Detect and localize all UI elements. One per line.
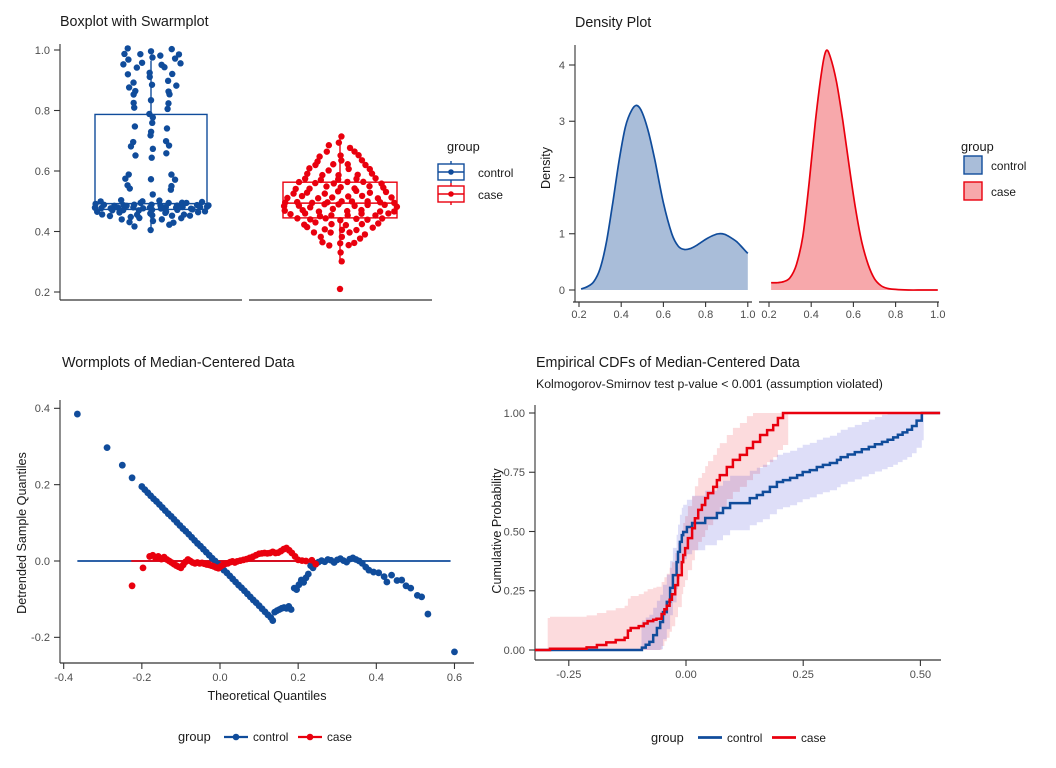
y-tick-label: 0 <box>559 285 565 297</box>
swarm-points-case <box>280 133 401 293</box>
y-tick-label: 0.00 <box>504 645 525 657</box>
legend-key-pointline-case <box>298 733 322 741</box>
x-tick-label: 0.00 <box>675 669 696 681</box>
y-tick-label: 0.2 <box>35 479 50 491</box>
x-tick-label: 0.50 <box>910 669 931 681</box>
y-tick-label: -0.2 <box>31 632 50 644</box>
legend-label-control: control <box>727 731 762 745</box>
panel-title: Boxplot with Swarmplot <box>60 14 209 30</box>
x-tick-label: 0.8 <box>698 309 713 321</box>
x-tick-label: 0.4 <box>369 672 384 684</box>
legend-label-control: control <box>991 159 1026 173</box>
panel-title: Empirical CDFs of Median-Centered Data <box>536 355 800 371</box>
y-tick-label: 0.6 <box>35 166 50 178</box>
y-tick-label: 1 <box>559 229 565 241</box>
x-tick-label: 0.8 <box>888 309 903 321</box>
x-tick-label: 0.6 <box>846 309 861 321</box>
ecdf-line-case <box>535 411 941 652</box>
x-tick-label: 0.2 <box>571 309 586 321</box>
y-tick-label: 0.4 <box>35 403 50 415</box>
confidence-band-control <box>641 413 924 650</box>
x-tick-label: -0.2 <box>132 672 151 684</box>
y-axis-label: Cumulative Probability <box>490 468 504 594</box>
x-tick-label: 0.6 <box>447 672 462 684</box>
worm-points-control <box>73 410 458 656</box>
panel-title: Density Plot <box>575 15 651 31</box>
x-tick-label: 1.0 <box>930 309 945 321</box>
panel-boxswarm: 0.2 0.4 0.6 0.8 1.0 Boxplot with Swarmplot g… <box>35 14 513 301</box>
legend-label-control: control <box>253 730 288 744</box>
x-tick-label: 0.4 <box>614 309 629 321</box>
y-tick-label: 0.0 <box>35 556 50 568</box>
x-tick-label: 0.2 <box>291 672 306 684</box>
x-tick-label: 0.25 <box>792 669 813 681</box>
legend-title: group <box>961 139 994 154</box>
x-tick-label: 0.6 <box>656 309 671 321</box>
legend-key-square-control <box>963 155 983 175</box>
y-tick-label: 0.50 <box>504 526 525 538</box>
y-tick-label: 2 <box>559 172 565 184</box>
y-tick-label: 1.0 <box>35 45 50 57</box>
legend-label-case: case <box>801 731 826 745</box>
legend-label-case: case <box>478 188 503 202</box>
legend-label-control: control <box>478 166 513 180</box>
legend-title: group <box>178 729 211 744</box>
legend-title: group <box>447 139 480 154</box>
y-tick-label: 0.2 <box>35 287 50 299</box>
x-tick-label: 0.2 <box>761 309 776 321</box>
legend-label-case: case <box>991 185 1016 199</box>
legend-title: group <box>651 730 684 745</box>
y-tick-label: 3 <box>559 116 565 128</box>
panel-wormplot: -0.2 0.0 0.2 0.4 -0.4 -0.2 0.0 0.2 0.4 0.6 Wormpl… <box>15 355 474 744</box>
y-tick-label: 1.00 <box>504 408 525 420</box>
panel-subtitle: Kolmogorov-Smirnov test p-value < 0.001 … <box>536 377 883 391</box>
x-axis-label: Theoretical Quantiles <box>207 689 326 703</box>
y-tick-label: 0.75 <box>504 467 525 479</box>
x-tick-label: -0.4 <box>54 672 73 684</box>
worm-points-case <box>128 544 320 590</box>
legend-key-boxplot-control <box>437 161 465 183</box>
y-tick-label: 4 <box>559 60 565 72</box>
y-axis-label: Density <box>539 146 553 189</box>
x-tick-label: -0.25 <box>556 669 581 681</box>
y-tick-label: 0.8 <box>35 105 50 117</box>
x-tick-label: 0.4 <box>804 309 819 321</box>
y-axis-label: Detrended Sample Quantiles <box>15 452 29 614</box>
y-tick-label: 0.4 <box>35 226 50 238</box>
legend-key-pointline-control <box>224 733 248 741</box>
swarm-points-control <box>91 45 212 234</box>
density-line-case <box>771 49 938 291</box>
legend-key-square-case <box>963 181 983 201</box>
density-area-case <box>771 50 938 291</box>
legend-key-boxplot-case <box>437 183 465 205</box>
density-area-control <box>581 105 748 290</box>
panel-title: Wormplots of Median-Centered Data <box>62 355 295 371</box>
x-tick-label: 1.0 <box>740 309 755 321</box>
panel-ecdf: 0.00 0.25 0.50 0.75 1.00 -0.25 0.00 0.25 0.50 Em… <box>490 355 941 745</box>
density-line-control <box>580 104 749 290</box>
panel-density: 0 1 2 3 4 0.2 0.4 0.6 0.8 1.0 0.2 0.4 0.6 0.8 1.0 Dens… <box>539 15 1026 321</box>
confidence-band-case <box>547 413 789 650</box>
y-tick-label: 0.25 <box>504 586 525 598</box>
legend-label-case: case <box>327 730 352 744</box>
x-tick-label: 0.0 <box>212 672 227 684</box>
